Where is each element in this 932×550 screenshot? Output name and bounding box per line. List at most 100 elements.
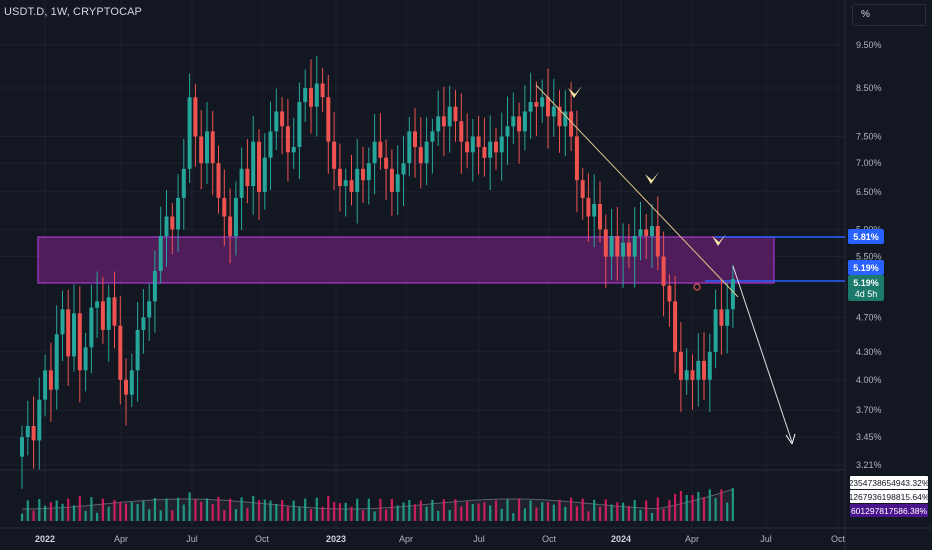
- volume-bar: [96, 512, 99, 521]
- candle-body: [187, 97, 192, 169]
- volume-bar: [668, 500, 671, 521]
- candles: [20, 56, 735, 489]
- volume-bar: [240, 497, 243, 521]
- volume-bar: [466, 501, 469, 521]
- volume-bar: [205, 498, 209, 521]
- candle-body: [621, 242, 626, 257]
- candle-body: [580, 180, 585, 198]
- candle-body: [233, 197, 238, 236]
- candle-body: [615, 236, 620, 257]
- touch-marker-1: [568, 86, 582, 98]
- candle-body: [48, 370, 53, 390]
- volume-bar: [529, 500, 532, 521]
- candle-body: [100, 301, 105, 330]
- price-label-upper-bg: [848, 229, 884, 244]
- volume-bar: [385, 509, 388, 521]
- volume-label-bg: [850, 504, 928, 517]
- candle-body: [436, 116, 441, 132]
- candle-body: [684, 370, 689, 380]
- candle-body: [349, 180, 354, 192]
- x-tick-label: Apr: [399, 534, 413, 544]
- candle-body: [499, 136, 504, 153]
- volume-bar: [298, 506, 301, 521]
- volume-bar: [200, 501, 203, 521]
- candle-body: [482, 147, 487, 158]
- volume-bar: [413, 504, 417, 521]
- volume-bar: [587, 511, 590, 521]
- candle-body: [702, 360, 706, 380]
- candle-body: [655, 226, 660, 257]
- candle-body: [158, 236, 163, 271]
- volume-bar: [304, 498, 307, 521]
- candle-body: [632, 236, 637, 257]
- candle-body: [314, 83, 319, 107]
- volume-bar: [350, 506, 353, 521]
- y-tick-label: 9.50%: [856, 40, 882, 50]
- candle-body: [77, 313, 82, 371]
- touch-marker-3: [712, 234, 726, 246]
- candle-body: [407, 131, 412, 164]
- volume-bar: [275, 503, 278, 521]
- y-tick-label: 3.45%: [856, 432, 882, 442]
- candle-body: [216, 163, 221, 198]
- candle-body: [332, 141, 337, 169]
- price-label-upper: 5.81%: [853, 232, 879, 242]
- candle-body: [522, 111, 527, 132]
- candle-body: [199, 136, 204, 164]
- candle-body: [378, 141, 383, 158]
- volume-bar: [119, 502, 122, 521]
- volume-label: 2354738654943.32%: [849, 478, 930, 488]
- candle-body: [598, 204, 602, 230]
- candle-body: [389, 168, 394, 192]
- volume-bar: [171, 510, 174, 521]
- y-tick-label: 6.50%: [856, 187, 882, 197]
- candle-body: [476, 136, 481, 147]
- y-tick-label: 3.21%: [856, 460, 882, 470]
- touch-marker-circle: [693, 283, 701, 291]
- volume-bar: [471, 504, 474, 521]
- volume-bar: [338, 503, 341, 521]
- volume-bar: [633, 499, 636, 521]
- volume-bar: [165, 498, 168, 521]
- volume-bar: [679, 491, 682, 521]
- candle-body: [251, 141, 256, 186]
- candle-body: [274, 111, 279, 132]
- volume-bar: [483, 502, 486, 521]
- candle-body: [661, 256, 666, 286]
- y-tick-label: 8.50%: [856, 83, 882, 93]
- volume-label-bg: [850, 490, 928, 503]
- price-label-lower-bg: [848, 260, 884, 275]
- candle-body: [465, 141, 470, 153]
- candle-body: [673, 301, 678, 352]
- candle-body: [644, 229, 649, 236]
- candle-body: [31, 426, 36, 441]
- volume-bar: [107, 506, 110, 521]
- volume-bar: [101, 498, 104, 521]
- volume-bar: [552, 504, 555, 521]
- candle-body: [106, 297, 111, 330]
- volume-bar: [535, 507, 538, 521]
- volume-bar: [361, 510, 365, 521]
- volume-bar: [217, 496, 220, 521]
- volume-bar: [622, 502, 625, 521]
- volume-bar: [431, 499, 434, 521]
- candle-body: [441, 116, 446, 127]
- volume-bar: [627, 505, 630, 521]
- candle-body: [528, 102, 533, 112]
- volume-bar: [229, 498, 232, 521]
- candle-body: [494, 141, 498, 153]
- volume-bar: [84, 510, 87, 521]
- x-tick-label: Jul: [473, 534, 485, 544]
- scale-mode-button[interactable]: %: [852, 4, 926, 26]
- volume-bar: [263, 499, 266, 521]
- volume-bar: [512, 513, 515, 521]
- candle-body: [557, 106, 562, 127]
- volume-bar: [402, 502, 405, 521]
- volume-bar: [546, 502, 550, 521]
- volume-bar: [182, 504, 185, 521]
- y-tick-label: 4.30%: [856, 347, 882, 357]
- volume-bar: [211, 504, 214, 521]
- candle-body: [170, 216, 175, 230]
- candle-body: [488, 141, 493, 158]
